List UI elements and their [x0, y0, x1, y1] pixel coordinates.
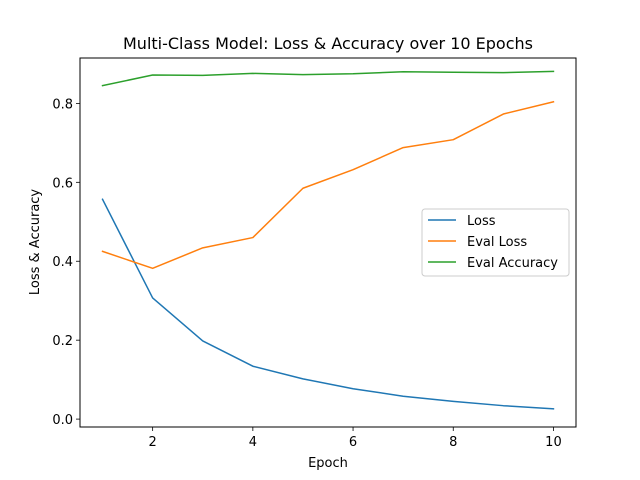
y-tick-label: 0.0 — [52, 413, 73, 428]
plot-frame — [79, 57, 577, 428]
y-axis-label: Loss & Accuracy — [28, 189, 43, 296]
series-line-2 — [101, 70, 555, 87]
y-tick-label: 0.4 — [52, 255, 73, 270]
x-tick-label: 4 — [249, 435, 257, 450]
legend: Loss Eval Loss Eval Accuracy — [421, 208, 570, 277]
x-tick-label: 8 — [449, 435, 457, 450]
legend-label-2: Eval Accuracy — [467, 256, 558, 271]
series-line-0 — [101, 198, 555, 410]
y-tick-label: 0.8 — [52, 97, 73, 112]
x-tick-label: 6 — [349, 435, 357, 450]
plot-lines — [101, 70, 555, 410]
legend-label-0: Loss — [467, 214, 496, 229]
x-tick-label: 2 — [149, 435, 157, 450]
x-axis-ticks: 2 4 6 8 10 — [149, 427, 562, 450]
y-tick-label: 0.2 — [52, 334, 73, 349]
x-axis-label: Epoch — [308, 456, 348, 471]
series-line-1 — [101, 100, 555, 270]
legend-label-1: Eval Loss — [467, 235, 527, 250]
x-tick-label: 10 — [545, 435, 562, 450]
chart-title: Multi-Class Model: Loss & Accuracy over … — [123, 34, 533, 53]
y-axis-ticks: 0.0 0.2 0.4 0.6 0.8 — [52, 97, 80, 428]
y-tick-label: 0.6 — [52, 176, 73, 191]
legend-box — [421, 208, 570, 277]
